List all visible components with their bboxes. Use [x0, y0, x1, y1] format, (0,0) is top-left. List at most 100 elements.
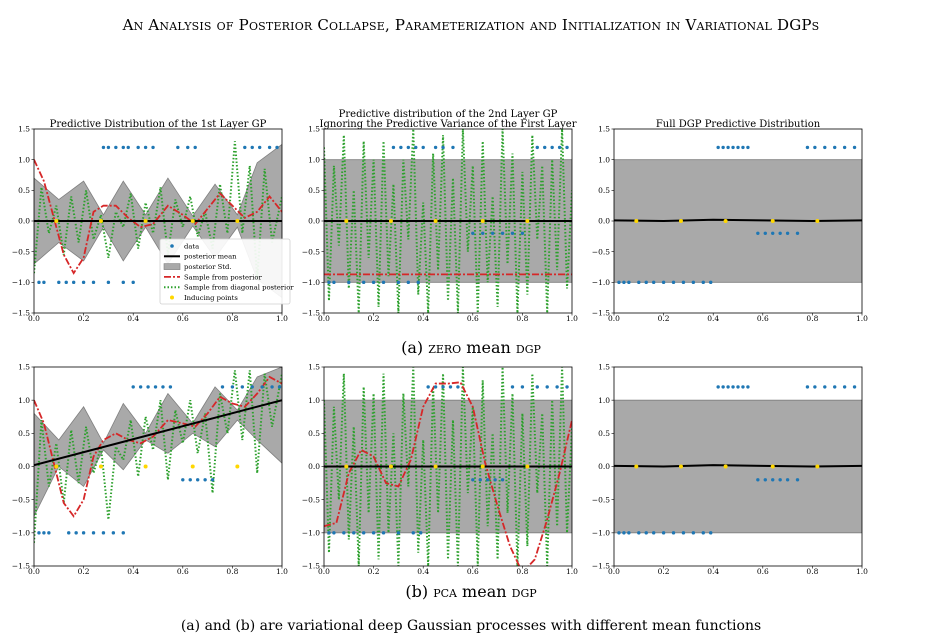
x-tick-label: 0.4 — [707, 314, 719, 323]
data-point — [42, 531, 46, 535]
posterior-mean-line — [614, 218, 862, 223]
data-point — [691, 531, 696, 535]
inducing-point — [344, 464, 349, 469]
data-point — [701, 280, 705, 285]
data-point — [535, 385, 539, 389]
data-point — [138, 385, 143, 389]
y-tick-label: −1.0 — [592, 278, 610, 287]
data-point — [131, 385, 135, 389]
data-point — [746, 145, 750, 150]
data-point — [852, 385, 857, 389]
data-point — [121, 280, 125, 285]
y-tick-label: −0.5 — [12, 495, 30, 504]
chart-plot-area — [34, 141, 282, 299]
data-point — [756, 231, 760, 235]
inducing-point — [143, 219, 148, 223]
data-point — [471, 231, 475, 235]
data-point — [411, 531, 415, 535]
data-point — [416, 280, 420, 285]
y-tick-label: 0.0 — [308, 462, 320, 471]
inducing-point — [634, 219, 639, 223]
data-point — [153, 385, 158, 389]
x-tick-label: 0.6 — [177, 567, 189, 576]
data-point — [716, 385, 720, 389]
data-point — [332, 280, 336, 285]
data-point — [500, 478, 505, 482]
inducing-point — [525, 219, 530, 223]
data-point — [795, 231, 800, 235]
data-point — [681, 531, 686, 535]
chart-plot-area — [324, 129, 572, 313]
inducing-point — [190, 464, 195, 469]
inducing-point — [433, 464, 438, 469]
data-point — [763, 231, 767, 235]
data-point — [146, 385, 150, 389]
x-tick-label: 0.8 — [226, 567, 238, 576]
x-tick-label: 1.0 — [856, 567, 868, 576]
y-tick-label: 1.0 — [308, 396, 320, 405]
x-tick-label: 0.4 — [707, 567, 719, 576]
y-tick-label: 1.5 — [308, 363, 320, 372]
data-point — [833, 145, 837, 150]
data-point — [391, 145, 396, 150]
y-tick-label: 0.5 — [308, 429, 320, 438]
y-tick-label: 0.0 — [598, 217, 610, 226]
data-point — [481, 231, 485, 235]
x-tick-label: 0.4 — [127, 314, 139, 323]
y-tick-label: 0.0 — [308, 217, 320, 226]
y-tick-label: −1.0 — [302, 278, 320, 287]
data-point — [543, 145, 547, 150]
data-point — [671, 531, 676, 535]
data-point — [485, 478, 490, 482]
data-point — [426, 385, 430, 389]
data-point — [622, 531, 626, 535]
data-point — [785, 478, 790, 482]
data-point — [267, 145, 272, 150]
data-point — [203, 478, 207, 482]
data-point — [270, 385, 274, 389]
data-point — [721, 145, 725, 150]
data-point — [37, 280, 41, 285]
legend-label: posterior mean — [184, 253, 237, 261]
data-point — [74, 531, 78, 535]
data-point — [37, 531, 41, 535]
data-point — [545, 385, 549, 389]
data-point — [617, 531, 621, 535]
data-point — [240, 385, 245, 389]
inducing-point — [98, 464, 103, 469]
data-point — [168, 385, 173, 389]
x-tick-label: 0.8 — [806, 314, 818, 323]
inducing-point — [770, 219, 775, 223]
data-point — [433, 145, 438, 150]
y-tick-label: −0.5 — [302, 495, 320, 504]
y-tick-label: −1.5 — [12, 309, 30, 318]
x-tick-label: 0.2 — [658, 314, 670, 323]
x-tick-label: 0.2 — [368, 567, 380, 576]
chart-panel-a-2: 0.0 0.2 0.4 0.6 0.8 1.0 −1.5 −1.0 −0.5 0.0 0.5 1.0 1… — [302, 109, 578, 323]
inducing-point — [388, 219, 393, 223]
data-point — [823, 145, 827, 150]
y-tick-label: −1.5 — [592, 309, 610, 318]
x-tick-label: 0.4 — [127, 567, 139, 576]
data-point — [136, 145, 140, 150]
data-point — [421, 145, 425, 150]
y-tick-label: 0.5 — [598, 429, 610, 438]
data-point — [741, 145, 745, 150]
x-tick-label: 1.0 — [856, 314, 868, 323]
y-tick-label: 0.5 — [18, 429, 30, 438]
y-tick-label: −0.5 — [592, 247, 610, 256]
chart-panel-b-2: 0.0 0.2 0.4 0.6 0.8 1.0 −1.5 −1.0 −0.5 0.0 0.5 1.0 1… — [302, 363, 578, 576]
data-point — [121, 145, 125, 150]
data-point — [396, 531, 401, 535]
diagonal-sample-line — [324, 367, 572, 566]
data-point — [842, 385, 847, 389]
chart-legend: data posterior mean posterior Std. Sample f… — [159, 238, 294, 305]
data-point — [617, 280, 621, 285]
y-tick-label: 1.0 — [308, 155, 320, 164]
data-point — [396, 280, 401, 285]
diagonal-sample-line — [34, 141, 282, 280]
y-tick-label: −0.5 — [592, 495, 610, 504]
y-tick-label: 1.5 — [308, 125, 320, 134]
y-tick-label: 0.5 — [18, 186, 30, 195]
data-point — [852, 145, 857, 150]
